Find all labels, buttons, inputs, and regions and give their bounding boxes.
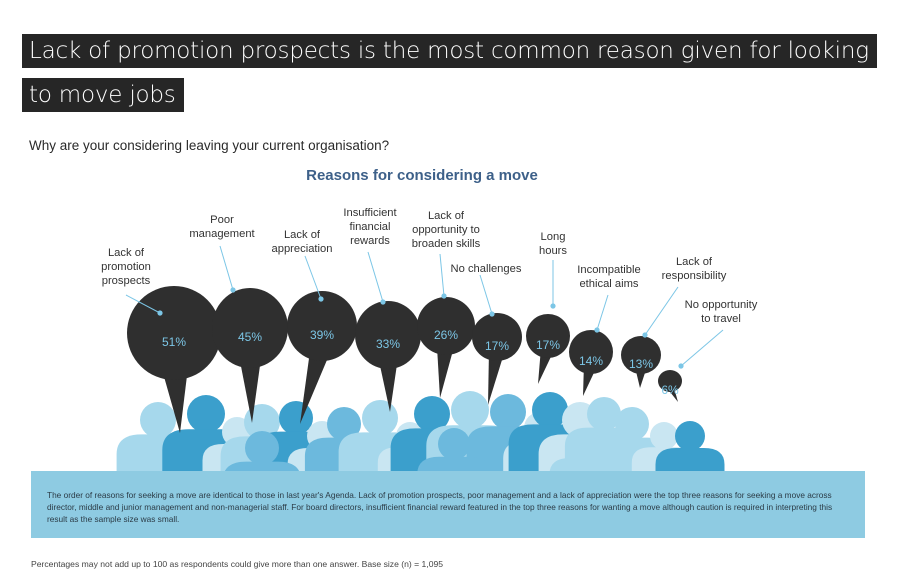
bubble-mark (526, 314, 570, 384)
value-label: 33% (376, 337, 400, 351)
value-label: 17% (536, 338, 560, 352)
value-label: 6% (661, 383, 679, 397)
person-silhouette (655, 421, 725, 472)
leader-dot (642, 332, 648, 338)
bubble-mark (658, 370, 682, 402)
leader-dot (550, 303, 556, 309)
value-label: 14% (579, 354, 603, 368)
leader-line (479, 274, 493, 315)
category-label: Poor management (189, 214, 255, 240)
value-label: 45% (238, 330, 262, 344)
page-title-line-1: Lack of promotion prospects is the most … (22, 34, 877, 68)
crowd-silhouettes (116, 391, 725, 481)
bubble-mark (621, 336, 661, 388)
leader-line (644, 286, 679, 336)
category-label: Lack of appreciation (272, 229, 333, 255)
leader-dot (489, 311, 495, 317)
leader-line (680, 329, 724, 367)
bubble-mark (212, 288, 288, 423)
survey-question: Why are your considering leaving your cu… (29, 138, 390, 153)
leader-line (219, 245, 234, 291)
value-label: 26% (434, 328, 458, 342)
leader-line (125, 294, 161, 314)
category-label: Lack of promotion prospects (101, 247, 151, 287)
leader-dot (380, 299, 386, 305)
base-size-note: Percentages may not add up to 100 as res… (31, 559, 444, 569)
leader-line (596, 294, 609, 331)
value-label: 39% (310, 328, 334, 342)
category-label: Lack of opportunity to broaden skills (412, 210, 481, 250)
person-silhouette (222, 431, 302, 481)
leader-line (304, 255, 322, 300)
leader-dot (441, 293, 447, 299)
category-label: Lack of responsibility (662, 256, 727, 282)
value-label: 51% (162, 335, 186, 349)
value-label: 17% (485, 339, 509, 353)
category-label: Incompatible ethical aims (577, 264, 640, 290)
page-title-line-2: to move jobs (22, 78, 184, 112)
leader-dot (594, 327, 600, 333)
bubble-mark (472, 313, 522, 405)
leader-dot (318, 296, 324, 302)
footnote-panel (31, 471, 865, 538)
leader-dot (157, 310, 163, 316)
category-label: Insufficient financial rewards (343, 207, 397, 247)
category-label: No opportunity to travel (685, 299, 758, 325)
footnote-text: The order of reasons for seeking a move … (47, 490, 833, 525)
bubble-mark (127, 286, 221, 433)
person-silhouette (417, 428, 491, 475)
bubble-mark (569, 330, 613, 396)
bubble-mark (287, 291, 357, 424)
speech-bubbles: 51% 45% 39% 33% 26% 17% 17% 14% 13% 6% (127, 286, 682, 433)
chart-title: Reasons for considering a move (306, 167, 538, 184)
leader-dot (230, 287, 236, 293)
category-label: Long hours (539, 231, 567, 257)
category-labels: Lack of promotion prospects Poor management L… (101, 207, 758, 369)
category-label: No challenges (451, 263, 522, 275)
leader-dot (678, 363, 684, 369)
bubble-mark (417, 297, 475, 398)
bubble-mark (355, 301, 421, 412)
person-silhouette (549, 431, 619, 475)
leader-line (367, 251, 384, 303)
leader-line (439, 253, 445, 297)
value-label: 13% (629, 357, 653, 371)
